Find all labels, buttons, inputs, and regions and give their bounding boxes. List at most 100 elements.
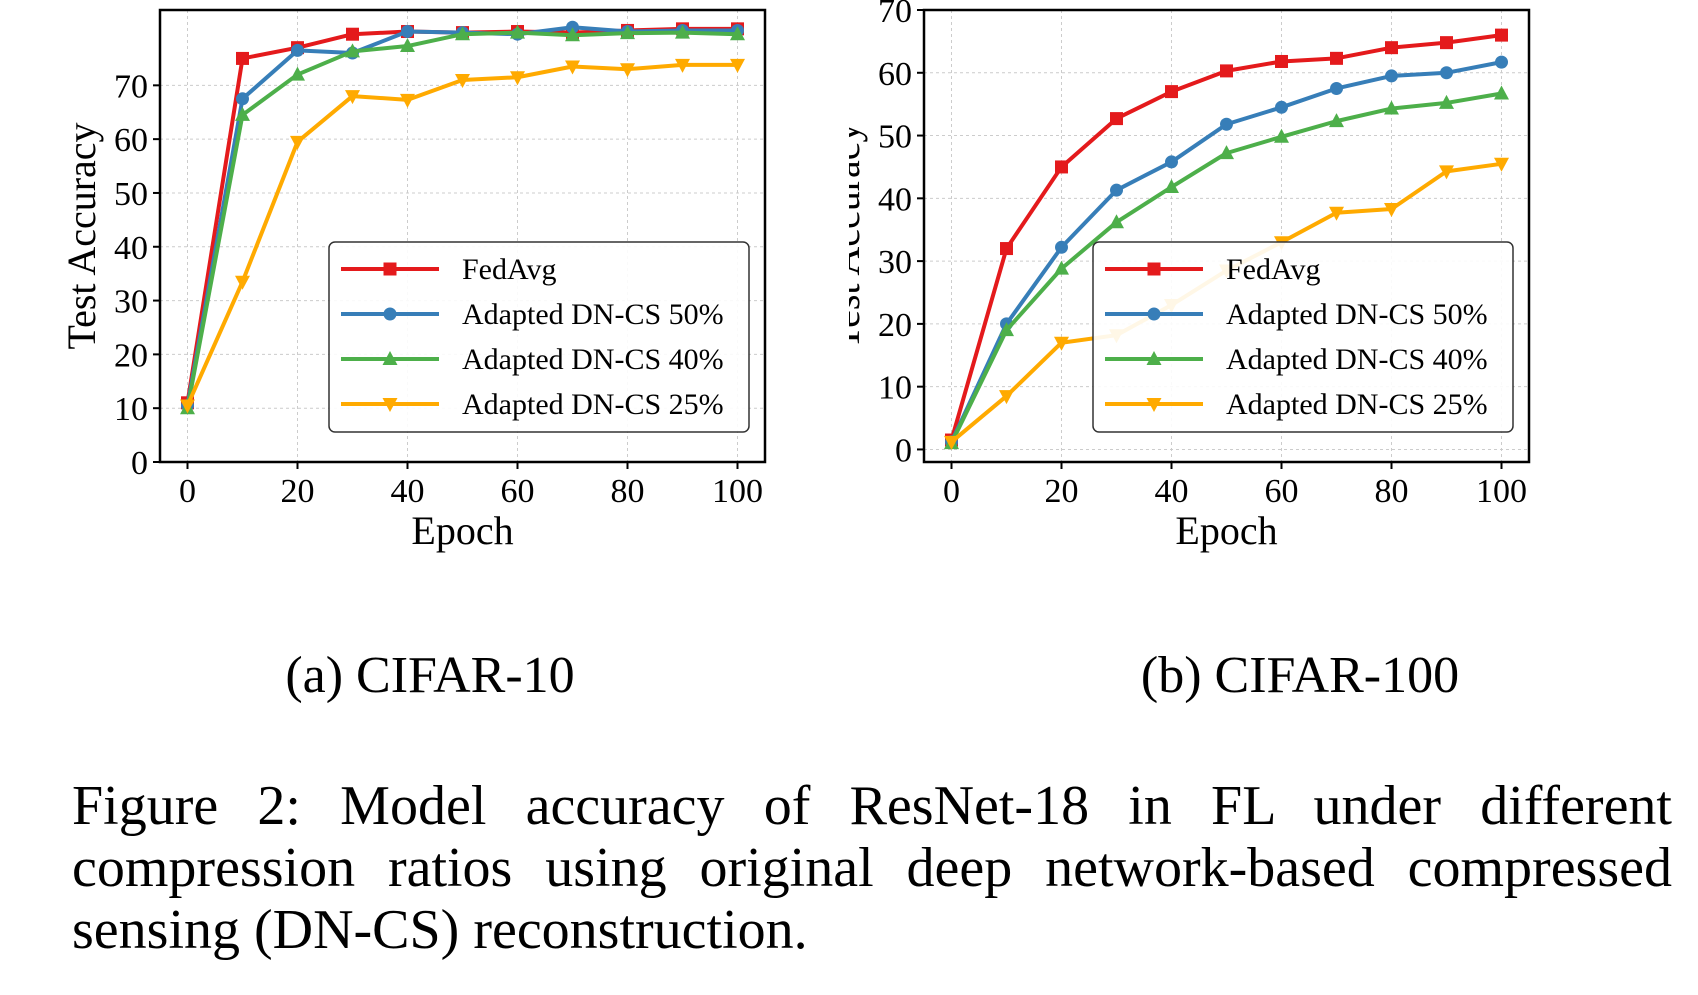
x-tick-label: 80 [1375,473,1409,510]
data-point [400,93,415,108]
y-tick-label: 30 [878,244,912,281]
data-point [401,25,414,39]
data-point [620,63,635,78]
y-tick-label: 70 [114,68,148,105]
data-point [1110,183,1123,197]
data-point [510,71,525,86]
data-point [1000,242,1013,256]
legend-label: Adapted DN-CS 50% [1226,298,1488,331]
data-point [1385,69,1398,83]
y-axis-label: Test Accuracy [59,122,104,349]
data-point [345,43,360,58]
legend-label: Adapted DN-CS 25% [1226,388,1488,421]
x-tick-label: 20 [1045,473,1079,510]
y-tick-label: 20 [114,337,148,374]
y-tick-label: 0 [131,445,148,482]
legend-marker [1147,262,1161,276]
data-point [1440,36,1453,50]
data-point [235,275,250,290]
data-point [510,24,525,39]
legend-marker [383,262,397,276]
legend-marker [383,307,397,321]
legend-label: Adapted DN-CS 40% [462,343,724,376]
data-point [1109,214,1124,229]
data-point [290,66,305,81]
series-3 [944,85,1509,450]
data-point [1055,240,1068,254]
data-point [180,399,195,414]
legend-box [328,241,750,433]
subfigure-caption-b: (b) CIFAR-100 [1140,647,1460,704]
data-point [1439,94,1454,109]
x-axis-label: Epoch [1175,508,1277,553]
series-4 [180,58,745,414]
data-point [1275,100,1288,114]
x-axis-label: Epoch [411,508,513,553]
x-tick-label: 80 [611,473,645,510]
legend-box [1092,241,1514,433]
data-point [1054,336,1069,351]
data-point [1494,157,1509,172]
x-tick-label: 20 [281,473,315,510]
data-point [1165,85,1178,99]
series-3 [180,24,745,415]
legend-marker [1146,351,1162,365]
y-tick-label: 50 [114,176,148,213]
data-point [565,27,580,42]
data-point [565,60,580,75]
data-point [1165,155,1178,169]
data-point [1384,203,1399,218]
data-point [346,27,359,41]
legend: FedAvg Adapted DN-CS 50% Adapted DN-CS 40%… [1092,241,1514,433]
data-point [999,322,1014,337]
chart-cifar10: 0 20 40 60 80 100 0 10 20 30 40 50 60 70 Epoch Test Acc… [59,8,767,553]
data-point [236,51,249,65]
y-tick-label: 60 [114,122,148,159]
subfigure-caption-a: (a) CIFAR-10 [285,647,575,704]
data-point [1220,117,1233,131]
legend-label: Adapted DN-CS 40% [1226,343,1488,376]
plot-frame [158,8,767,464]
legend-marker [1146,398,1162,412]
y-tick-label: 70 [878,0,912,30]
data-point [1275,54,1288,68]
x-tick-label: 40 [391,473,425,510]
legend-label: Adapted DN-CS 50% [462,298,724,331]
data-point [1164,179,1179,194]
plot-frame [922,8,1531,464]
y-axis-label: Test Accuracy [849,122,868,349]
data-point [1440,66,1453,80]
y-tick-label: 30 [114,284,148,321]
data-point [999,390,1014,405]
data-point [1330,51,1343,65]
x-tick-label: 0 [943,473,960,510]
legend-marker [1147,307,1161,321]
figure-caption: Figure 2: Model accuracy of ResNet-18 in… [72,775,1672,961]
data-point [291,43,304,57]
legend-label: FedAvg [1226,253,1320,286]
y-tick-label: 40 [114,230,148,267]
data-point [455,73,470,88]
data-point [1329,113,1344,128]
x-tick-label: 100 [712,473,763,510]
data-point [345,90,360,105]
y-tick-label: 40 [878,181,912,218]
data-point [1494,85,1509,100]
data-point [944,435,959,450]
legend: FedAvg Adapted DN-CS 50% Adapted DN-CS 40%… [328,241,750,433]
legend-label: Adapted DN-CS 25% [462,388,724,421]
x-tick-label: 60 [501,473,535,510]
data-point [1274,128,1289,143]
y-tick-label: 20 [878,307,912,344]
data-point [566,20,579,34]
legend-label: FedAvg [462,253,556,286]
data-point [455,26,470,41]
data-point [1110,112,1123,126]
legend-marker [382,351,398,365]
data-point [1330,81,1343,95]
data-point [1054,260,1069,275]
legend-marker [382,398,398,412]
data-point [400,38,415,53]
data-point [620,25,635,40]
data-point [1439,165,1454,180]
